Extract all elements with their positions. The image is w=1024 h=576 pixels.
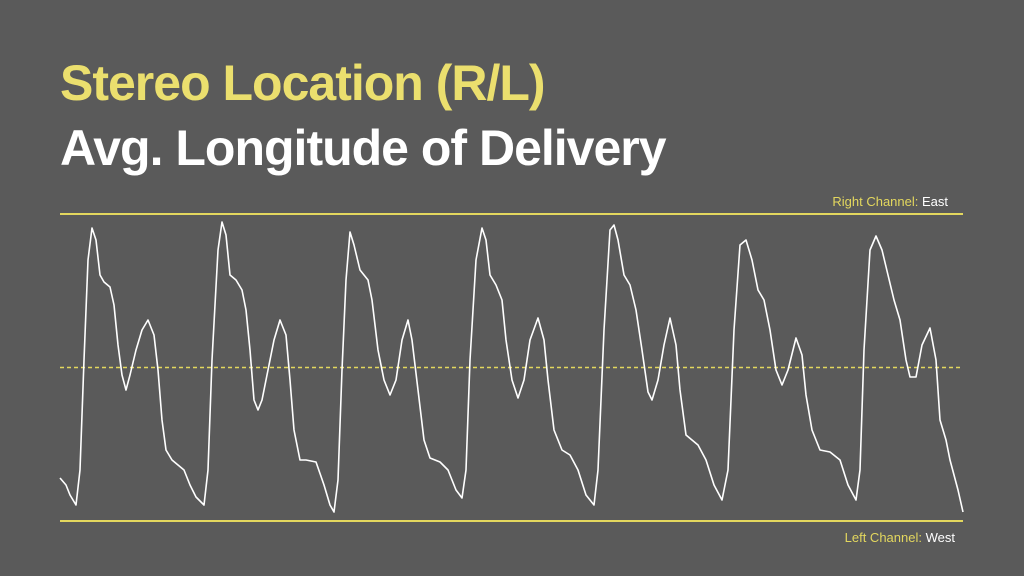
lower-label: Left Channel: West bbox=[845, 530, 956, 545]
chart-subtitle: Avg. Longitude of Delivery bbox=[60, 120, 667, 176]
upper-label: Right Channel: East bbox=[832, 194, 948, 209]
data-line bbox=[59, 221, 964, 513]
upper-channel: Right Channel: bbox=[832, 194, 918, 209]
upper-direction: East bbox=[922, 194, 948, 209]
chart-title: Stereo Location (R/L) bbox=[60, 55, 545, 111]
lower-channel: Left Channel: bbox=[845, 530, 922, 545]
lower-direction: West bbox=[926, 530, 956, 545]
